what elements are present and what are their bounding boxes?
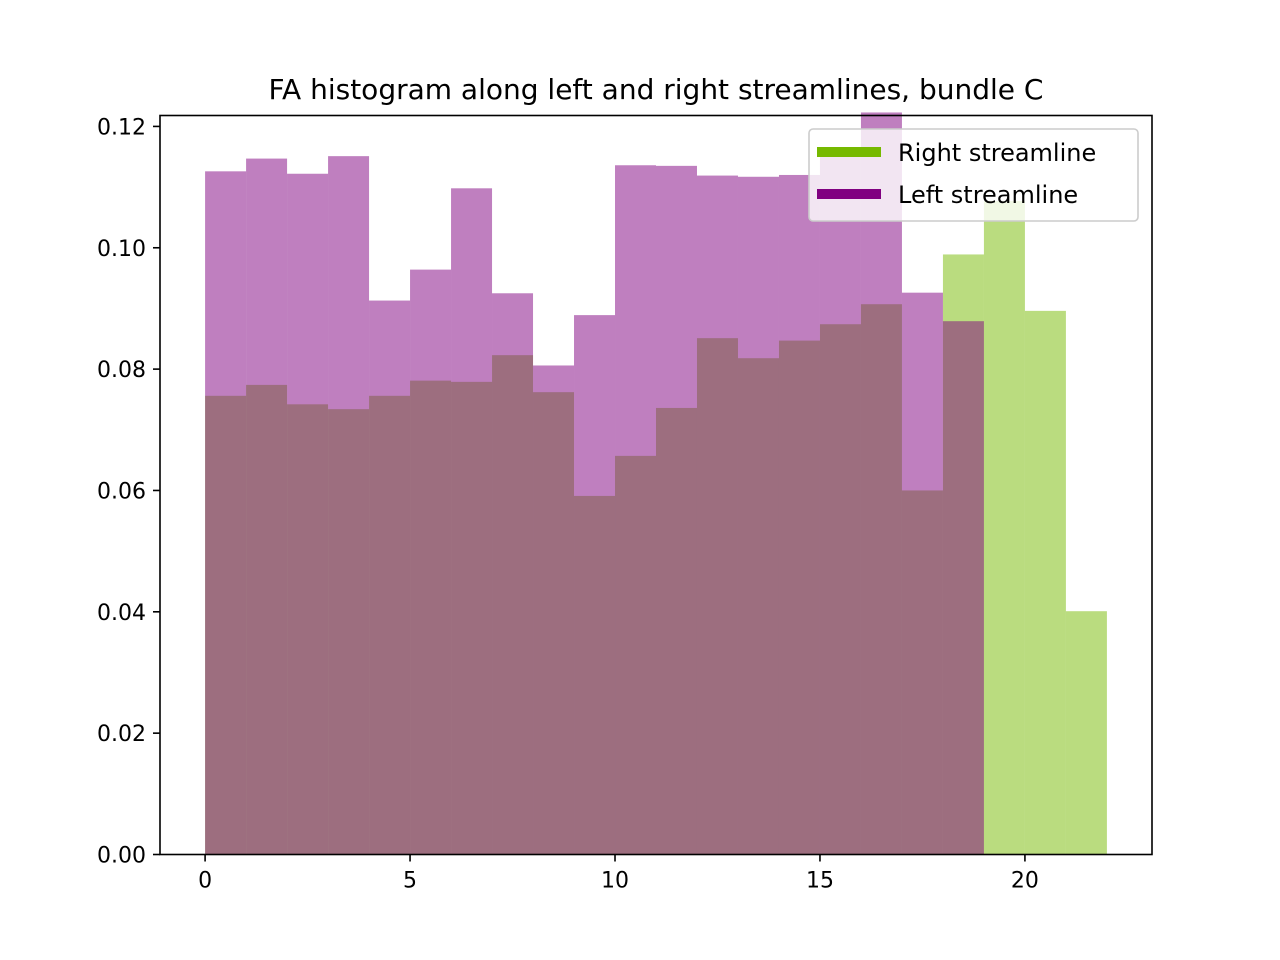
bar (615, 165, 656, 855)
x-tick-label: 15 (806, 869, 834, 894)
bar (819, 154, 861, 855)
legend: Right streamline Left streamline (808, 128, 1139, 222)
legend-label: Right streamline (898, 139, 1096, 167)
x-tick-label: 10 (601, 869, 629, 894)
bar (696, 175, 738, 855)
bar (901, 292, 943, 855)
y-tick-label: 0.08 (97, 358, 146, 383)
bar (1065, 611, 1107, 855)
x-axis: 0 5 10 15 20 (198, 854, 1039, 894)
bar (328, 156, 370, 855)
chart-title: FA histogram along left and right stream… (269, 73, 1044, 106)
y-tick-label: 0.12 (97, 115, 146, 140)
bar (778, 174, 820, 855)
bar (205, 171, 247, 855)
bar (942, 321, 984, 855)
legend-label: Left streamline (898, 181, 1078, 209)
y-axis: 0.00 0.02 0.04 0.06 0.08 0.10 0.12 (97, 115, 160, 869)
bar (410, 269, 452, 855)
bar (860, 112, 902, 855)
bar (451, 188, 493, 855)
bar (574, 315, 616, 855)
bar (656, 165, 697, 855)
legend-box (808, 128, 1139, 222)
bars-layer (205, 112, 1107, 855)
bar (1024, 310, 1066, 855)
x-tick-label: 0 (198, 869, 212, 894)
x-tick-label: 20 (1011, 869, 1039, 894)
y-tick-label: 0.06 (97, 479, 146, 504)
x-tick-label: 5 (403, 869, 417, 894)
bar (246, 158, 288, 855)
y-tick-label: 0.10 (97, 237, 146, 262)
bar (492, 293, 534, 855)
bar (983, 201, 1025, 855)
plot-frame (159, 114, 1153, 856)
bar (287, 173, 329, 855)
bar (369, 300, 411, 855)
y-tick-label: 0.02 (97, 722, 146, 747)
bar (533, 365, 575, 855)
bar (737, 176, 779, 855)
series-left-bars (205, 112, 984, 855)
y-tick-label: 0.04 (97, 601, 146, 626)
y-tick-label: 0.00 (97, 844, 146, 869)
